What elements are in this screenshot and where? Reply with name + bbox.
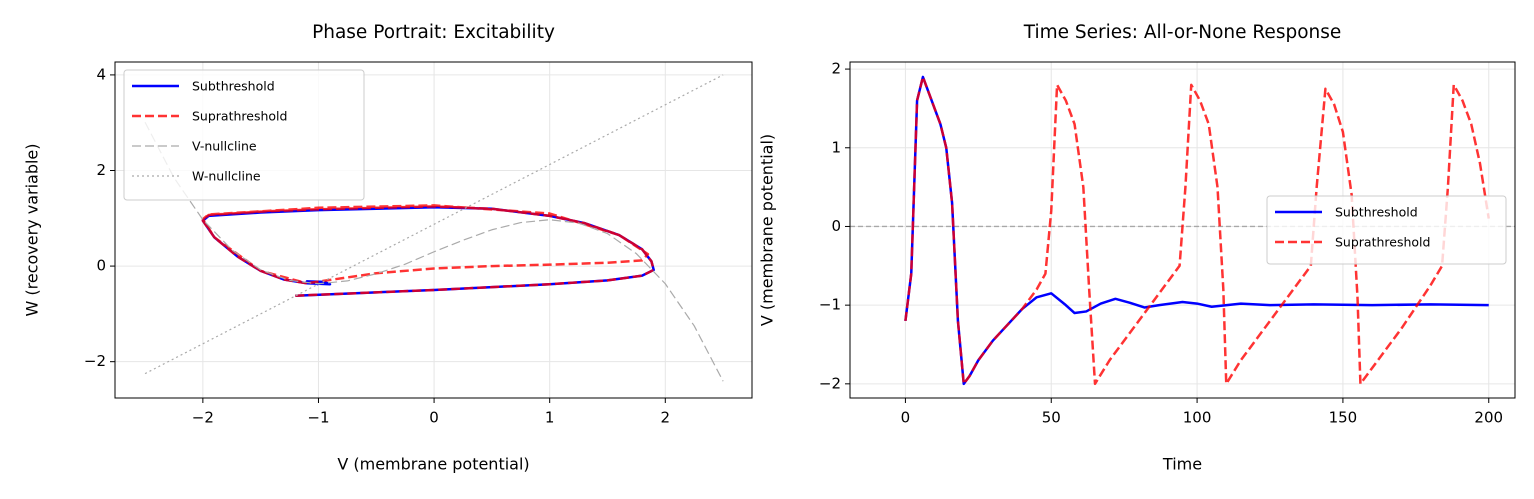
x-tick-label: 1: [545, 409, 555, 427]
x-tick-label: 150: [1329, 409, 1358, 427]
x-axis-label: V (membrane potential): [337, 455, 529, 474]
legend-label: V-nullcline: [192, 139, 257, 154]
legend-box: [123, 69, 365, 201]
series-line: [144, 121, 724, 382]
y-tick-label: −1: [819, 296, 841, 314]
y-tick-label: 2: [831, 60, 841, 78]
series-line: [144, 74, 724, 375]
x-tick-label: 2: [661, 409, 671, 427]
y-tick-label: 2: [96, 161, 106, 179]
legend-label: Suprathreshold: [1335, 235, 1430, 250]
chart-title: Phase Portrait: Excitability: [312, 22, 555, 43]
x-tick-label: 200: [1474, 409, 1503, 427]
x-tick-label: −1: [307, 409, 329, 427]
x-axis-label: Time: [1162, 455, 1202, 474]
x-tick-label: 100: [1183, 409, 1212, 427]
y-tick-label: −2: [84, 352, 106, 370]
legend-label: W-nullcline: [192, 169, 261, 184]
x-tick-label: 0: [901, 409, 911, 427]
legend-label: Suprathreshold: [192, 109, 287, 124]
y-tick-label: 0: [831, 217, 841, 235]
subplot: Phase Portrait: Excitability V (membrane …: [23, 22, 753, 474]
plot-area: [144, 74, 724, 382]
x-tick-label: 0: [429, 409, 439, 427]
series-line: [201, 204, 655, 297]
legend: Subthreshold Suprathreshold V-nullcline W-n…: [123, 69, 365, 201]
y-tick-label: 4: [96, 65, 106, 83]
series-line: [904, 75, 1490, 386]
y-axis-label: W (recovery variable): [23, 143, 42, 316]
y-tick-label: 0: [96, 257, 106, 275]
legend-label: Subthreshold: [192, 79, 275, 94]
x-tick-label: 50: [1042, 409, 1061, 427]
legend-box: [1266, 195, 1507, 265]
legend-label: Subthreshold: [1335, 205, 1418, 220]
legend: Subthreshold Suprathreshold: [1266, 195, 1507, 265]
chart-title: Time Series: All-or-None Response: [1023, 22, 1342, 43]
subplot: Time Series: All-or-None Response Time V (…: [758, 22, 1516, 474]
axes-frame: [849, 61, 1516, 399]
y-tick-label: 1: [831, 138, 841, 156]
x-tick-label: −2: [192, 409, 214, 427]
axes-frame: [114, 61, 753, 399]
y-tick-label: −2: [819, 374, 841, 392]
y-axis-label: V (membrane potential): [758, 134, 777, 326]
